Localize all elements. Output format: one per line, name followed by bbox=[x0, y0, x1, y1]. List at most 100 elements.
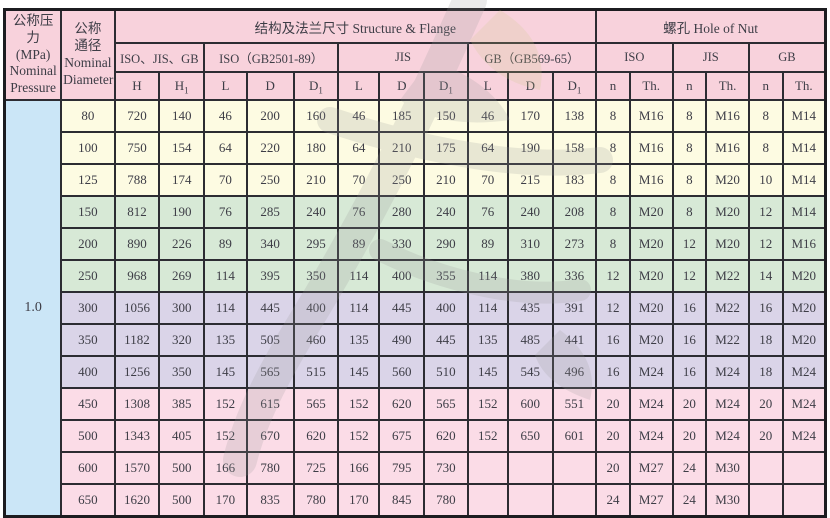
value-cell: 290 bbox=[423, 227, 469, 261]
value-cell: 385 bbox=[158, 387, 206, 421]
value-cell: 190 bbox=[506, 131, 554, 165]
value-cell bbox=[747, 483, 784, 517]
value-cell: 240 bbox=[292, 195, 340, 229]
value-cell: M24 bbox=[628, 387, 674, 421]
value-cell: 220 bbox=[245, 131, 295, 165]
value-cell: 114 bbox=[203, 291, 248, 325]
diameter-cell: 200 bbox=[60, 227, 116, 261]
value-cell: M24 bbox=[705, 419, 750, 453]
value-cell: 16 bbox=[747, 291, 784, 325]
group-nut-iso: ISO bbox=[595, 42, 674, 73]
col-header-nut-jis-th: Th. bbox=[705, 71, 750, 101]
value-cell: M24 bbox=[781, 387, 827, 421]
value-cell: 138 bbox=[551, 99, 598, 133]
value-cell: 441 bbox=[551, 323, 598, 357]
value-cell: 12 bbox=[747, 195, 784, 229]
value-cell: 76 bbox=[337, 195, 381, 229]
col-header-iso-d1: D1 bbox=[292, 71, 340, 101]
value-cell: M16 bbox=[705, 131, 750, 165]
value-cell: 114 bbox=[203, 259, 248, 293]
value-cell: 18 bbox=[747, 355, 784, 389]
col-header-nut-gb-th: Th. bbox=[781, 71, 827, 101]
value-cell: 152 bbox=[337, 387, 381, 421]
value-cell: 14 bbox=[747, 259, 784, 293]
value-cell: M27 bbox=[628, 483, 674, 517]
value-cell: 8 bbox=[595, 131, 631, 165]
value-cell: M20 bbox=[628, 227, 674, 261]
value-cell: M30 bbox=[705, 451, 750, 485]
value-cell: 565 bbox=[292, 387, 340, 421]
value-cell: 158 bbox=[551, 131, 598, 165]
value-cell: M20 bbox=[781, 323, 827, 357]
value-cell: 391 bbox=[551, 291, 598, 325]
pressure-value-cell: 1.0 bbox=[3, 99, 63, 517]
diameter-cell: 650 bbox=[60, 483, 116, 517]
value-cell: 835 bbox=[245, 483, 295, 517]
value-cell: 650 bbox=[506, 419, 554, 453]
table-row: 600 1570 500 166 780 725 166 795 730 20 M27 24 M30 bbox=[5, 451, 827, 485]
value-cell: 12 bbox=[595, 291, 631, 325]
value-cell: 968 bbox=[113, 259, 161, 293]
value-cell: 780 bbox=[245, 451, 295, 485]
value-cell: 320 bbox=[158, 323, 206, 357]
diameter-cell: 250 bbox=[60, 259, 116, 293]
value-cell: 380 bbox=[506, 259, 554, 293]
value-cell: 310 bbox=[506, 227, 554, 261]
value-cell: 445 bbox=[423, 323, 469, 357]
value-cell bbox=[551, 483, 598, 517]
value-cell: 8 bbox=[671, 99, 708, 133]
value-cell: 160 bbox=[292, 99, 340, 133]
value-cell: M14 bbox=[781, 131, 827, 165]
group-gb-gb569: GB（GB569-65） bbox=[466, 42, 598, 73]
value-cell: 64 bbox=[466, 131, 509, 165]
diameter-cell: 300 bbox=[60, 291, 116, 325]
value-cell: 845 bbox=[378, 483, 426, 517]
value-cell: 350 bbox=[292, 259, 340, 293]
value-cell: 166 bbox=[203, 451, 248, 485]
value-cell: 1343 bbox=[113, 419, 161, 453]
flange-spec-table: 公称压力 (MPa) Nominal Pressure 公称 通径 Nomina… bbox=[3, 8, 827, 518]
col-header-nut-jis-n: n bbox=[671, 71, 708, 101]
value-cell bbox=[466, 483, 509, 517]
value-cell: 269 bbox=[158, 259, 206, 293]
value-cell: 750 bbox=[113, 131, 161, 165]
table-row: 200 890 226 89 340 295 89 330 290 89 310 273 8 M20 12 M… bbox=[5, 227, 827, 261]
value-cell: 210 bbox=[423, 163, 469, 197]
value-cell: 135 bbox=[466, 323, 509, 357]
col-header-iso-d: D bbox=[245, 71, 295, 101]
value-cell: 76 bbox=[466, 195, 509, 229]
value-cell: 16 bbox=[595, 355, 631, 389]
value-cell: 8 bbox=[595, 163, 631, 197]
value-cell: M20 bbox=[628, 323, 674, 357]
diameter-cell: 125 bbox=[60, 163, 116, 197]
col-header-iso-l: L bbox=[203, 71, 248, 101]
value-cell: M20 bbox=[781, 259, 827, 293]
value-cell: 174 bbox=[158, 163, 206, 197]
value-cell: 505 bbox=[245, 323, 295, 357]
table-row: 400 1256 350 145 565 515 145 560 510 145 545 496 16 M… bbox=[5, 355, 827, 389]
value-cell: 20 bbox=[747, 419, 784, 453]
value-cell: M24 bbox=[781, 419, 827, 453]
value-cell: M30 bbox=[705, 483, 750, 517]
table-body: 1.0 80 720 140 46 200 160 46 185 150 46 170 138 8 M16 8… bbox=[3, 99, 827, 517]
value-cell: 89 bbox=[337, 227, 381, 261]
value-cell: 185 bbox=[378, 99, 426, 133]
value-cell: M20 bbox=[628, 195, 674, 229]
value-cell: 76 bbox=[203, 195, 248, 229]
value-cell bbox=[506, 483, 554, 517]
table-row: 250 968 269 114 395 350 114 400 355 114 380 336 12 M2… bbox=[5, 259, 827, 293]
col-header-jis-d: D bbox=[378, 71, 426, 101]
value-cell: 565 bbox=[423, 387, 469, 421]
value-cell: 615 bbox=[245, 387, 295, 421]
value-cell: 114 bbox=[466, 291, 509, 325]
value-cell: 89 bbox=[466, 227, 509, 261]
col-header-nut-iso-n: n bbox=[595, 71, 631, 101]
value-cell: 435 bbox=[506, 291, 554, 325]
value-cell: 788 bbox=[113, 163, 161, 197]
value-cell: 795 bbox=[378, 451, 426, 485]
group-iso-gb2501: ISO（GB2501-89） bbox=[203, 42, 340, 73]
value-cell: 89 bbox=[203, 227, 248, 261]
diameter-cell: 400 bbox=[60, 355, 116, 389]
value-cell: 24 bbox=[671, 451, 708, 485]
value-cell: 150 bbox=[423, 99, 469, 133]
